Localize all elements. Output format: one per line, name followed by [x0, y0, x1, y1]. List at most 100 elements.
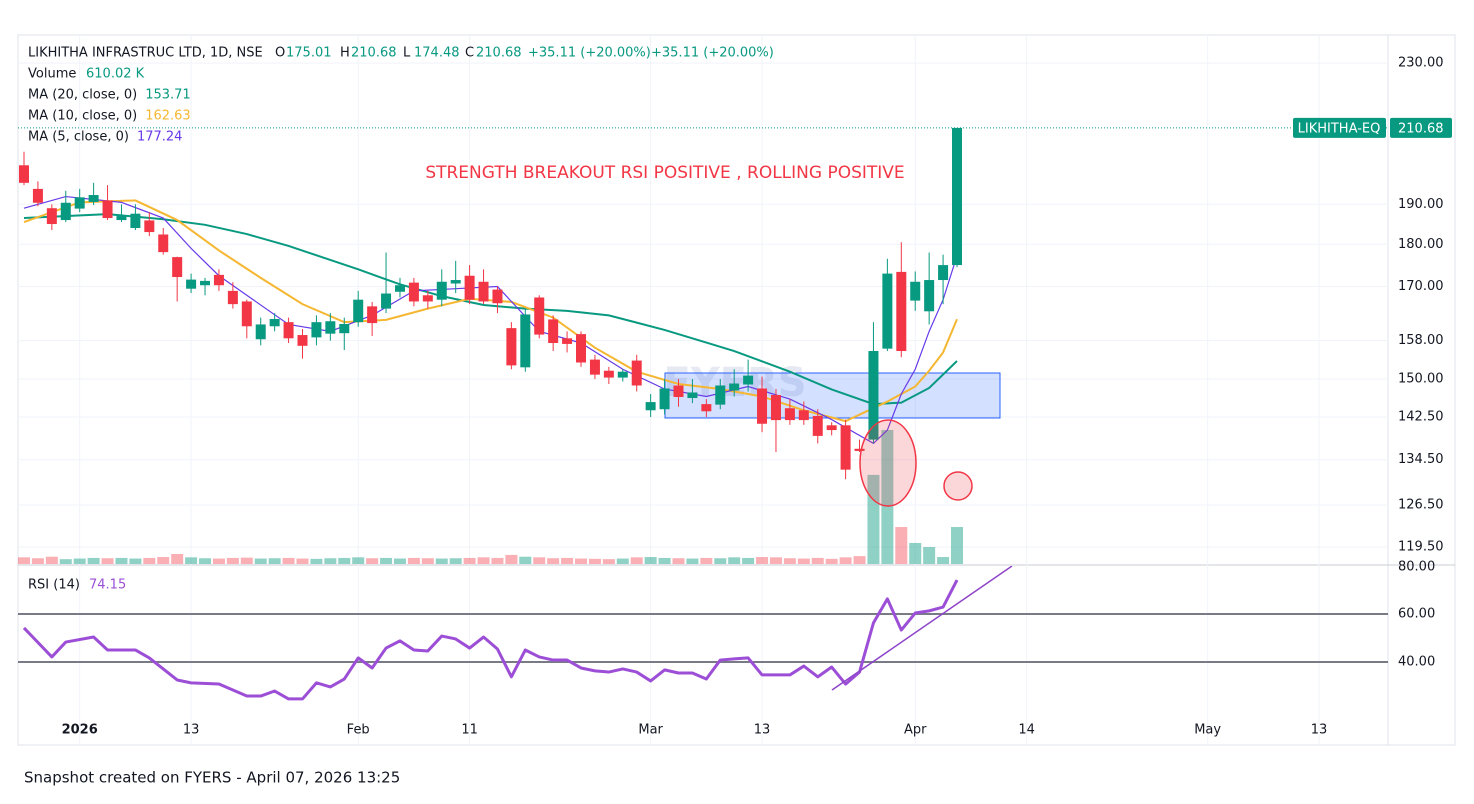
candle-body	[241, 301, 252, 327]
volume-bar	[352, 557, 365, 564]
candle-body	[854, 448, 865, 451]
rsi-legend: RSI (14)	[28, 578, 80, 593]
x-tick-label: Mar	[638, 723, 663, 738]
candle-body	[283, 322, 294, 339]
y-tick-label: 230.00	[1398, 56, 1444, 71]
candle-body	[353, 299, 364, 323]
candle-body	[701, 404, 712, 412]
watermark: FYERS	[663, 360, 806, 406]
volume-bar	[937, 557, 950, 564]
volume-bar	[45, 556, 58, 564]
ohlc-value: 174.48	[414, 46, 460, 61]
volume-bar	[380, 557, 393, 564]
candle-body	[784, 408, 795, 421]
candle-body	[172, 257, 183, 278]
y-tick-label: 126.50	[1398, 498, 1444, 513]
candle-body	[88, 195, 99, 202]
y-tick-label: 142.50	[1398, 409, 1444, 424]
volume-bar	[463, 557, 476, 564]
volume-bar	[59, 559, 72, 564]
candle-body	[896, 271, 907, 352]
candle-body	[227, 290, 238, 305]
ma-value: 162.63	[145, 109, 191, 124]
x-tick-label: 13	[754, 723, 771, 738]
volume-bar	[519, 556, 532, 564]
volume-bar	[658, 557, 671, 564]
volume-bar	[101, 558, 114, 564]
volume-bar	[853, 556, 866, 564]
volume-bar	[756, 557, 769, 564]
candle-body	[492, 289, 503, 304]
volume-bar	[157, 557, 170, 564]
candle-body	[715, 385, 726, 405]
ma-legend: MA (20, close, 0)	[28, 88, 137, 103]
candle-body	[589, 359, 600, 375]
labels: 230.00 190.00 180.00 170.00 158.00 150.00 142.…	[28, 46, 1452, 738]
volume-bar	[282, 557, 295, 564]
candle-body	[116, 216, 127, 221]
candle-body	[603, 370, 614, 378]
candle-body	[478, 281, 489, 302]
ohlc-letter: O	[275, 46, 285, 61]
candle-body	[102, 200, 113, 219]
x-tick-label: 13	[1311, 723, 1328, 738]
volume-bar	[602, 559, 615, 564]
rsi-layer	[18, 579, 1388, 701]
volume-bar	[115, 557, 128, 564]
volume-bar	[644, 557, 657, 564]
volume-bar	[240, 557, 253, 564]
ohlc-value: 210.68	[351, 46, 397, 61]
volume-bar	[435, 558, 448, 564]
volume-bar	[505, 554, 518, 564]
candle-body	[868, 351, 879, 440]
candle-body	[770, 394, 781, 421]
volume-bar	[728, 557, 741, 564]
candle-body	[158, 234, 169, 253]
candle-body	[729, 383, 740, 391]
rsi-line	[22, 579, 959, 701]
x-tick-label: 2026	[62, 723, 98, 738]
candle-body	[269, 318, 280, 327]
candle-layer	[18, 127, 1388, 480]
price-badge	[1390, 117, 1452, 138]
volume-bar	[686, 558, 699, 564]
candle-body	[311, 322, 322, 338]
x-tick-label: Apr	[904, 723, 927, 738]
candle-body	[910, 281, 921, 301]
candle-body	[144, 220, 155, 233]
candle-body	[631, 360, 642, 386]
candle-body	[381, 293, 392, 309]
volume-bar	[561, 557, 574, 564]
candle-body	[186, 279, 197, 289]
candle-body	[436, 281, 447, 300]
volume-bar	[73, 558, 86, 564]
ohlc-letter: L	[403, 46, 411, 61]
change-label: +35.11 (+20.00%)	[651, 46, 774, 61]
symbol-label: LIKHITHA-EQ	[1298, 121, 1381, 136]
candle-body	[548, 319, 559, 343]
volume-bar	[87, 557, 100, 564]
candle-body	[562, 338, 573, 344]
ma-line	[23, 213, 958, 406]
range-box	[664, 372, 1001, 419]
volume-legend: Volume	[28, 67, 76, 82]
ohlc-letter: C	[465, 46, 474, 61]
volume-bar	[477, 557, 490, 564]
y-tick-label: 180.00	[1398, 237, 1444, 252]
volume-bar	[909, 542, 922, 564]
candle-body	[130, 213, 141, 229]
volume-bar	[839, 557, 852, 564]
volume-bar	[951, 527, 964, 564]
candle-body	[213, 274, 224, 286]
volume-bar	[366, 558, 379, 564]
candle-body	[673, 385, 684, 398]
ma-legend: MA (5, close, 0)	[28, 130, 129, 145]
candle-body	[60, 202, 71, 221]
y-tick-label: 134.50	[1398, 452, 1444, 467]
candle-body	[659, 388, 670, 410]
volume-bar	[923, 547, 936, 564]
candle-body	[520, 314, 531, 368]
candle-body	[743, 375, 754, 385]
